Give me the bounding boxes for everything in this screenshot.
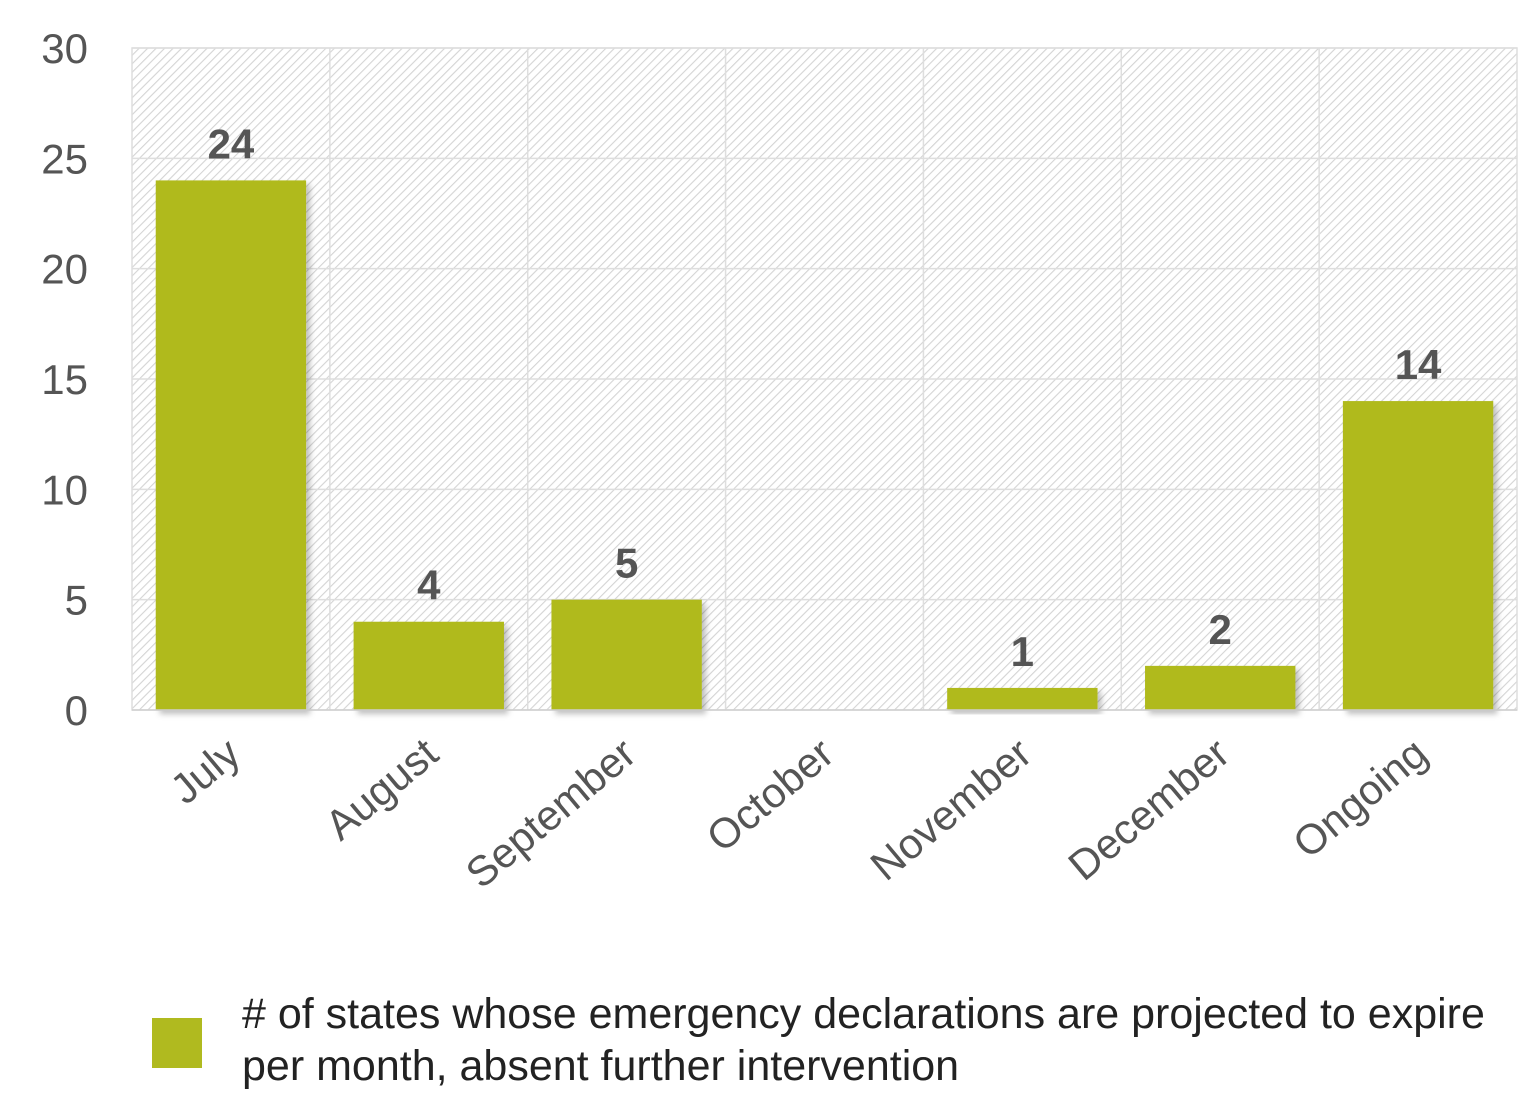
legend: # of states whose emergency declarations… — [152, 988, 1512, 1098]
bar — [353, 621, 504, 710]
x-axis-ticks: July August September October November Decemb… — [161, 729, 1436, 897]
legend-label: # of states whose emergency declarations… — [242, 990, 1485, 1090]
x-tick-label: October — [698, 729, 843, 861]
legend-swatch — [152, 1018, 202, 1068]
bar-value-label: 14 — [1395, 341, 1442, 388]
x-tick-label: September — [457, 729, 645, 897]
x-tick-label: December — [1059, 729, 1238, 890]
y-tick-label: 0 — [65, 687, 88, 734]
gridlines — [131, 47, 1518, 711]
x-tick-label: Ongoing — [1284, 729, 1436, 867]
bar — [1145, 665, 1296, 710]
y-tick-label: 30 — [41, 25, 88, 72]
bar — [551, 599, 702, 710]
x-tick-label: July — [161, 729, 248, 813]
bar-value-label: 1 — [1011, 628, 1034, 675]
bar-value-label: 5 — [615, 540, 638, 587]
data-labels: 24 4 5 1 2 14 — [208, 120, 1443, 675]
bar-value-label: 24 — [208, 120, 255, 167]
y-tick-label: 5 — [65, 577, 88, 624]
bars — [155, 180, 1494, 710]
bar — [1342, 401, 1494, 710]
y-axis-ticks: 0 5 10 15 20 25 30 — [41, 25, 88, 734]
x-tick-label: August — [316, 729, 447, 849]
y-tick-label: 20 — [41, 246, 88, 293]
bar-value-label: 4 — [417, 562, 441, 609]
y-tick-label: 10 — [41, 466, 88, 513]
y-tick-label: 15 — [41, 356, 88, 403]
x-tick-label: November — [862, 729, 1041, 890]
bar — [947, 687, 1098, 710]
bar-value-label: 2 — [1209, 606, 1232, 653]
y-tick-label: 25 — [41, 135, 88, 182]
bar — [155, 180, 307, 710]
